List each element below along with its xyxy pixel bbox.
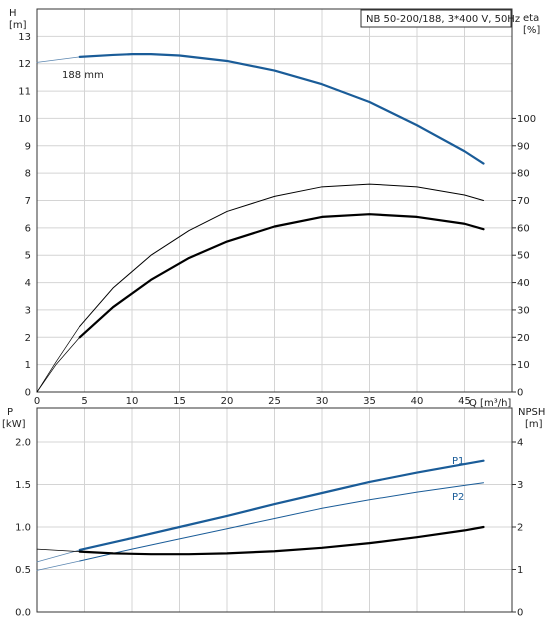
series-line-eta-total-ext [36, 325, 81, 393]
series-line-npsh [78, 525, 485, 556]
y-right-tick-label: 0 [517, 608, 523, 619]
title-box [360, 9, 512, 28]
y-right-tick-label: 1 [517, 565, 523, 576]
bottom-ticks: 0.0 0.5 1.0 1.5 2.0 0 1 2 3 4 [15, 438, 523, 619]
y-right-tick-label: 100 [517, 114, 536, 125]
top-series [36, 53, 485, 393]
y-left-tick-label: 5 [25, 251, 31, 262]
y-right-tick-label: 30 [517, 305, 530, 316]
y-right-tick-label: 2 [517, 523, 523, 534]
x-tick-label: 40 [411, 396, 424, 407]
npsh-axis-label: NPSH [518, 407, 545, 418]
series-line-p2-ext [36, 560, 81, 571]
y-left-tick-label: 12 [18, 59, 31, 70]
y-left-tick-label: 2.0 [15, 438, 31, 449]
p1-series-label: P1 [452, 456, 464, 467]
p-axis-label: P [7, 407, 13, 418]
top-ticks: 0 5 10 15 20 25 30 35 40 450123456789101112130102… [18, 32, 536, 407]
p2-series-label: P2 [452, 492, 464, 503]
x-tick-label: 20 [221, 396, 234, 407]
head-efficiency-panel: 0 5 10 15 20 25 30 35 40 450123456789101112130102… [9, 8, 540, 409]
series-line-eta-total [79, 183, 484, 327]
y-left-unit: [m] [9, 20, 27, 31]
bottom-series [36, 459, 485, 571]
series-line-eta-pump-ext [36, 336, 81, 393]
y-left-tick-label: 0 [25, 388, 31, 399]
x-tick-label: 0 [34, 396, 40, 407]
y-right-tick-label: 80 [517, 169, 530, 180]
y-left-tick-label: 6 [25, 223, 31, 234]
y-right-tick-label: 50 [517, 251, 530, 262]
y-left-tick-label: 8 [25, 169, 31, 180]
series-line-npsh-ext [36, 548, 81, 553]
series-line-eta-pump [78, 213, 485, 339]
x-tick-label: 30 [316, 396, 329, 407]
x-tick-label: 15 [173, 396, 186, 407]
series-line-h-ext [36, 56, 81, 63]
series-line-p1-ext [36, 549, 81, 563]
series-line-p2 [79, 482, 484, 562]
series-line-h [78, 53, 485, 165]
y-right-tick-label: 0 [517, 388, 523, 399]
bottom-plot-frame [36, 407, 513, 613]
y-right-tick-label: 70 [517, 196, 530, 207]
y-left-tick-label: 7 [25, 196, 31, 207]
y-right-tick-label: 60 [517, 223, 530, 234]
y-right-tick-label: 40 [517, 278, 530, 289]
y-left-tick-label: 13 [18, 32, 31, 43]
series-line-p1 [78, 459, 485, 552]
y-right-tick-label: 3 [517, 480, 523, 491]
y-left-label: H [9, 8, 17, 19]
y-left-tick-label: 3 [25, 305, 31, 316]
y-right-tick-label: 20 [517, 333, 530, 344]
y-left-tick-label: 0.0 [15, 608, 31, 619]
y-left-tick-label: 1 [25, 360, 31, 371]
y-left-tick-label: 4 [25, 278, 31, 289]
y-right-unit: [%] [523, 25, 540, 36]
x-tick-label: 25 [268, 396, 281, 407]
x-tick-label: 35 [363, 396, 376, 407]
x-axis-label: Q [m³/h] [469, 398, 511, 409]
y-right-tick-label: 10 [517, 360, 530, 371]
chart-title: NB 50-200/188, 3*400 V, 50Hz [366, 14, 520, 25]
y-left-tick-label: 1.0 [15, 523, 31, 534]
y-left-tick-label: 2 [25, 333, 31, 344]
x-tick-label: 10 [126, 396, 139, 407]
y-left-tick-label: 10 [18, 114, 31, 125]
p-axis-unit: [kW] [2, 419, 26, 430]
npsh-axis-unit: [m] [525, 419, 543, 430]
y-right-tick-label: 90 [517, 141, 530, 152]
x-tick-label: 5 [81, 396, 87, 407]
impeller-annotation: 188 mm [62, 70, 104, 81]
y-left-tick-label: 11 [18, 87, 31, 98]
y-left-tick-label: 0.5 [15, 565, 31, 576]
y-right-label: eta [523, 13, 539, 24]
y-left-tick-label: 9 [25, 141, 31, 152]
y-right-tick-label: 4 [517, 438, 523, 449]
y-left-tick-label: 1.5 [15, 480, 31, 491]
x-tick-label: 45 [458, 396, 471, 407]
